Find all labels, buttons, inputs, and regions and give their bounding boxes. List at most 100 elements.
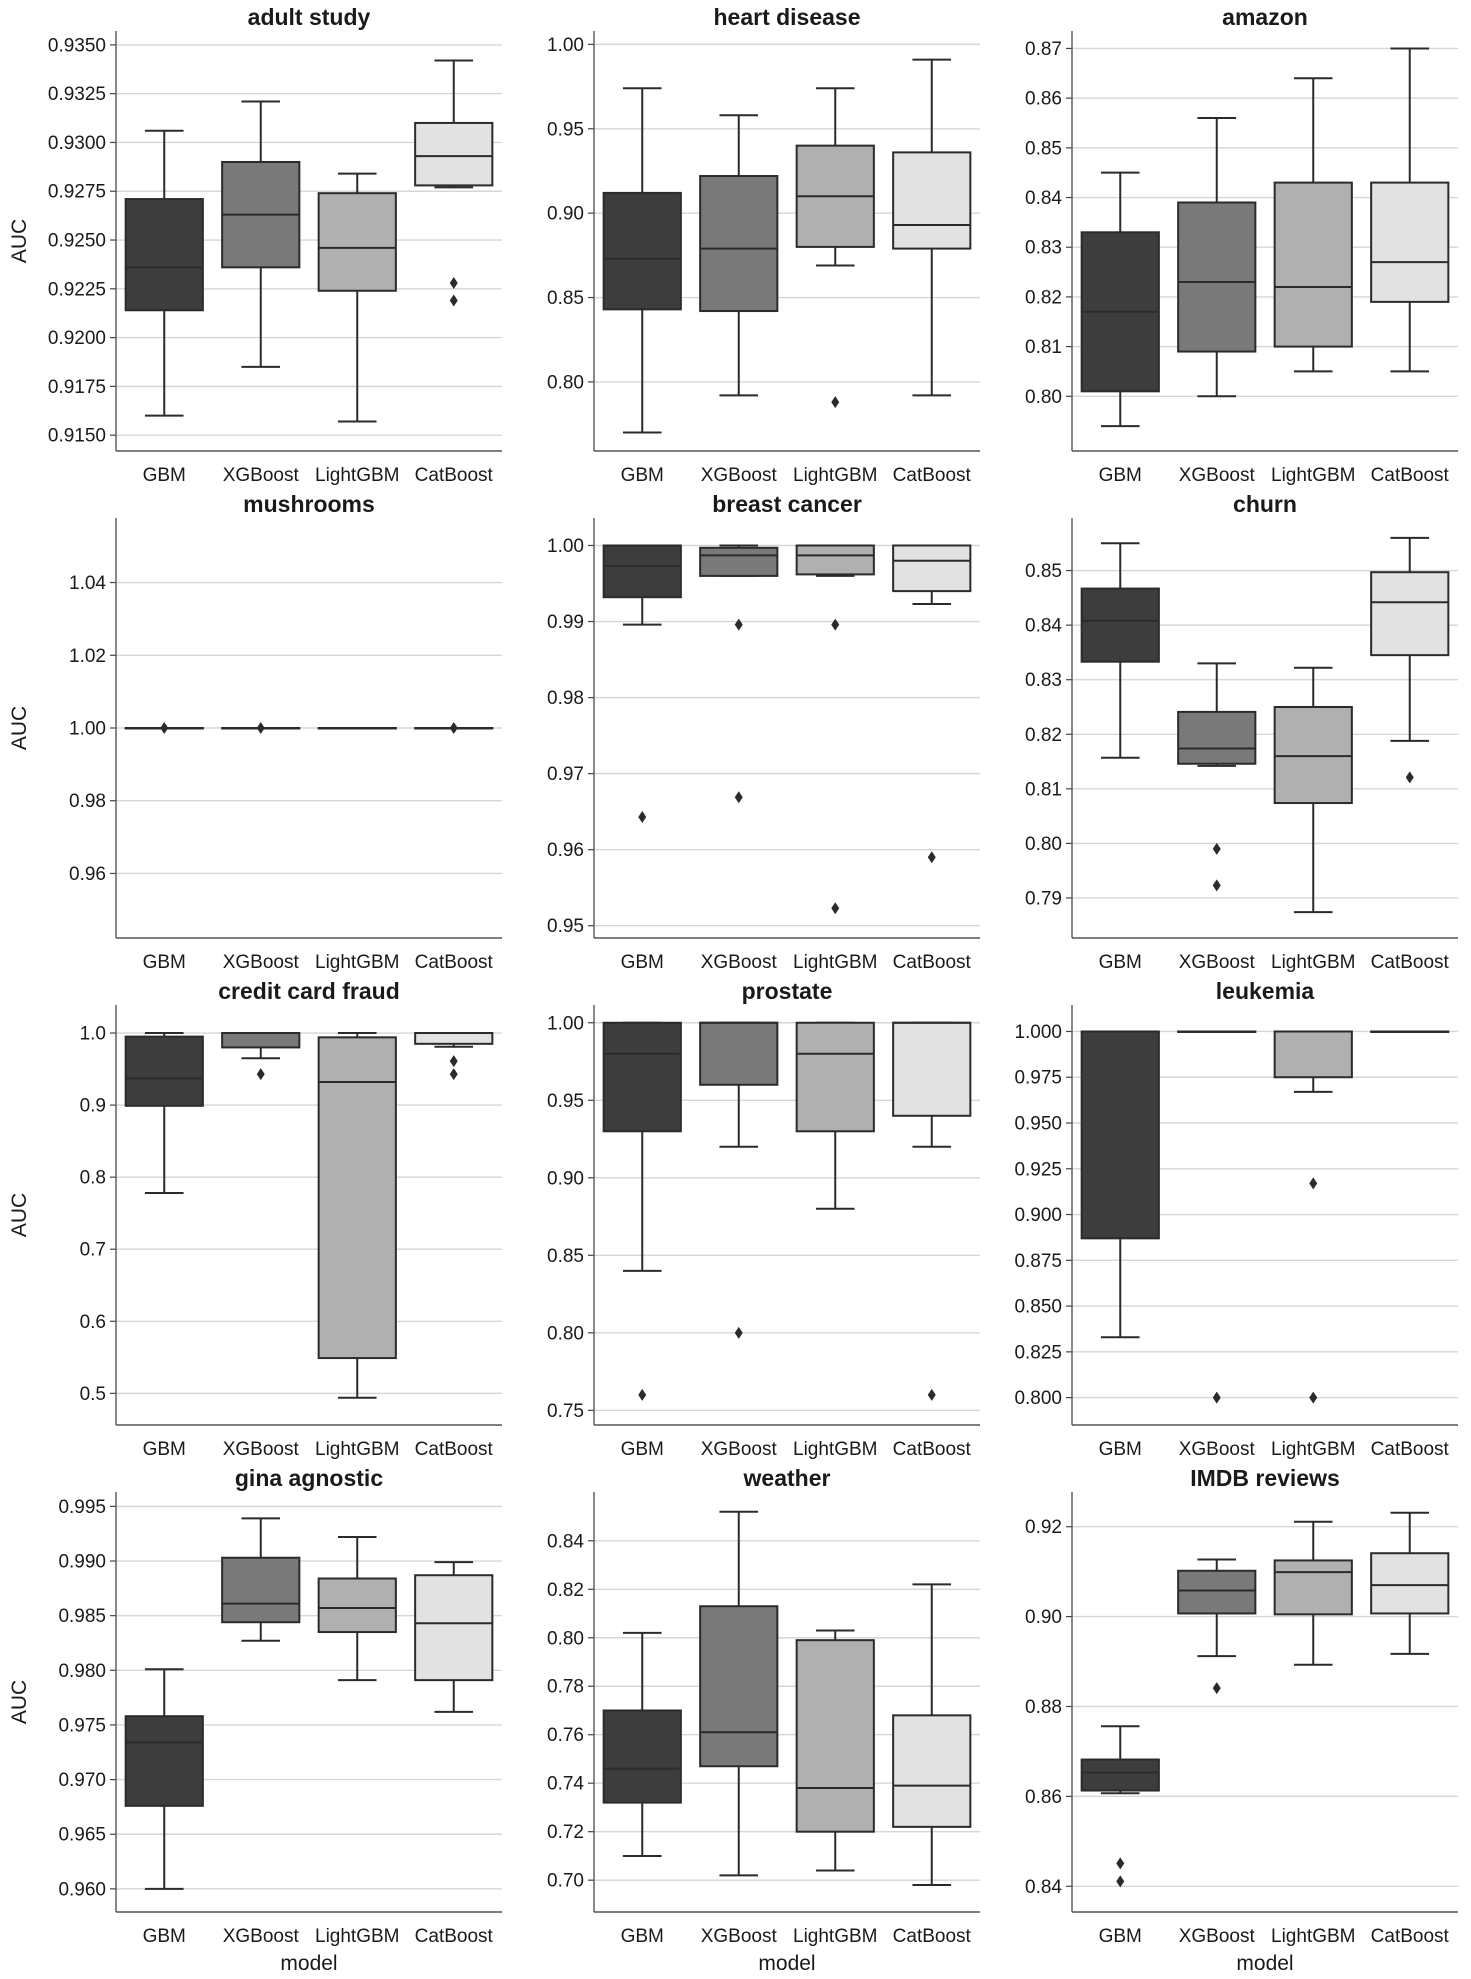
chart-panel-4: 0.96 0.98 1.00 1.02 1.04 GBM XGBoost LightGBM Ca… [8,491,502,973]
x-tick-label-lightgbm: LightGBM [315,465,399,486]
y-tick-label: 0.84 [1025,1877,1062,1898]
x-tick-label-gbm: GBM [621,1926,664,1947]
y-tick-label: 0.78 [547,1677,584,1698]
outlier-marker [1212,1682,1221,1695]
x-tick-label-gbm: GBM [1099,465,1142,486]
panel-title: credit card fraud [218,978,400,1004]
x-tick-label-gbm: GBM [1099,1439,1142,1460]
y-tick-label: 0.85 [547,288,584,309]
iqr-box [1273,1030,1353,1079]
box-lightgbm [1273,666,1353,914]
y-tick-label: 0.84 [547,1531,584,1552]
iqr-box [1370,1552,1450,1615]
box-lightgbm [317,1032,397,1399]
y-tick-label: 0.80 [1025,834,1062,855]
x-tick-label-catboost: CatBoost [1371,1439,1450,1460]
y-tick-label: 0.92 [1025,1517,1062,1538]
y-tick-label: 0.75 [547,1401,584,1422]
iqr-box [317,1036,397,1360]
x-tick-label-xgboost: XGBoost [1179,465,1256,486]
iqr-box [892,151,972,250]
box-lightgbm [795,1629,875,1872]
iqr-box [1080,587,1160,663]
y-axis-label: AUC [8,219,31,263]
y-tick-label: 0.925 [1014,1159,1062,1180]
iqr-box [1177,1569,1257,1615]
chart-panel-6: 0.79 0.80 0.81 0.82 0.83 0.84 0.85 GBM XGBoost Li… [1025,491,1458,973]
x-tick-label-catboost: CatBoost [415,465,494,486]
x-tick-label-gbm: GBM [621,465,664,486]
y-tick-label: 0.84 [1025,188,1062,209]
outlier-marker [927,851,936,864]
y-tick-label: 0.9300 [48,133,106,154]
y-tick-label: 0.5 [80,1384,106,1405]
x-tick-label-lightgbm: LightGBM [793,1926,877,1947]
y-tick-label: 0.85 [1025,561,1062,582]
y-tick-label: 0.84 [1025,616,1062,637]
iqr-box [414,121,494,187]
x-tick-label-lightgbm: LightGBM [315,952,399,973]
iqr-box [795,544,875,576]
y-tick-label: 1.00 [69,719,106,740]
y-tick-label: 0.970 [58,1770,106,1791]
y-tick-label: 0.98 [69,791,106,812]
y-tick-label: 1.04 [69,573,106,594]
y-tick-label: 0.82 [547,1580,584,1601]
box-lightgbm [1273,1520,1353,1666]
panel-title: IMDB reviews [1190,1465,1340,1491]
panel-title: gina agnostic [235,1465,383,1491]
chart-panel-12: 0.84 0.86 0.88 0.90 0.92 GBM XGBoost LightGBM Ca… [1025,1465,1458,1975]
box-xgboost [699,1021,779,1339]
y-tick-label: 0.86 [1025,89,1062,110]
y-tick-label: 0.85 [547,1246,584,1267]
y-tick-label: 0.82 [1025,287,1062,308]
outlier-marker [256,1068,265,1081]
iqr-box [892,1021,972,1117]
iqr-box [1273,705,1353,805]
x-tick-label-gbm: GBM [1099,952,1142,973]
box-gbm [124,722,204,734]
x-tick-label-xgboost: XGBoost [701,1439,778,1460]
x-tick-label-catboost: CatBoost [1371,1926,1450,1947]
x-tick-label-xgboost: XGBoost [701,1926,778,1947]
box-catboost [1370,47,1450,373]
y-tick-label: 0.9 [80,1096,106,1117]
iqr-box [317,1577,397,1634]
iqr-box [602,1709,682,1804]
y-tick-label: 1.00 [547,1013,584,1034]
y-axis-label: AUC [8,1680,31,1724]
outlier-marker [449,1068,458,1081]
x-tick-label-gbm: GBM [1099,1926,1142,1947]
x-tick-label-catboost: CatBoost [415,1926,494,1947]
chart-panel-8: 0.75 0.80 0.85 0.90 0.95 1.00 GBM XGBoost LightG… [547,978,980,1460]
iqr-box [1273,1559,1353,1616]
x-tick-label-lightgbm: LightGBM [315,1926,399,1947]
y-tick-label: 0.9275 [48,182,106,203]
y-tick-label: 0.90 [1025,1607,1062,1628]
outlier-marker [449,276,458,289]
box-lightgbm [795,87,875,409]
box-lightgbm [795,1021,875,1210]
y-tick-label: 0.81 [1025,337,1062,358]
panel-title: adult study [248,4,371,30]
y-tick-label: 1.0 [80,1024,106,1045]
iqr-box [1370,181,1450,303]
x-tick-label-lightgbm: LightGBM [315,1439,399,1460]
box-lightgbm [317,727,397,730]
x-tick-label-lightgbm: LightGBM [793,465,877,486]
y-tick-label: 0.80 [547,1628,584,1649]
y-tick-label: 0.9250 [48,231,106,252]
outlier-marker [1405,771,1414,784]
outlier-marker [1116,1857,1125,1870]
box-gbm [124,1032,204,1195]
y-axis-label: AUC [8,1193,31,1237]
panel-title: breast cancer [712,491,862,517]
y-tick-label: 0.76 [547,1725,584,1746]
box-lightgbm [1273,1030,1353,1404]
outlier-marker [1309,1177,1318,1190]
y-tick-label: 0.83 [1025,670,1062,691]
y-tick-label: 0.74 [547,1774,584,1795]
y-tick-label: 0.90 [547,204,584,225]
y-tick-label: 0.86 [1025,1787,1062,1808]
